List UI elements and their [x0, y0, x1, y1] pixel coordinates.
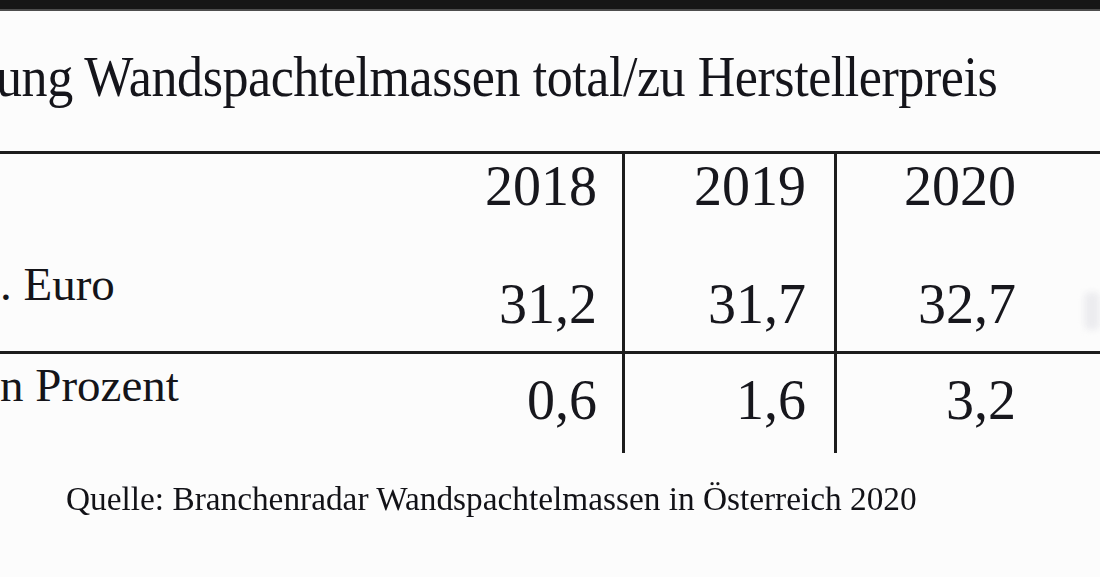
value-prozent-2020: 3,2: [838, 372, 1016, 428]
top-border-bar: [0, 0, 1100, 11]
value-prozent-2018: 0,6: [0, 372, 597, 428]
column-divider-2018-2019: [622, 151, 625, 453]
document-title: ung Wandspachtelmassen total/zu Herstell…: [0, 45, 997, 109]
source-caption: Quelle: Branchenradar Wandspachtelmassen…: [66, 482, 917, 516]
year-header-2020: 2020: [838, 158, 1016, 214]
value-euro-2020: 32,7: [838, 276, 1016, 332]
value-prozent-2019: 1,6: [628, 372, 806, 428]
column-divider-2019-2020: [834, 151, 837, 453]
cropped-value-fragment: [1084, 292, 1100, 330]
year-header-2019: 2019: [628, 158, 806, 214]
value-euro-2018: 31,2: [0, 276, 597, 332]
year-header-2018: 2018: [0, 158, 597, 214]
table-row-divider: [0, 351, 1100, 354]
document-page: ung Wandspachtelmassen total/zu Herstell…: [0, 0, 1100, 577]
value-euro-2019: 31,7: [628, 276, 806, 332]
table-top-border: [0, 151, 1100, 154]
